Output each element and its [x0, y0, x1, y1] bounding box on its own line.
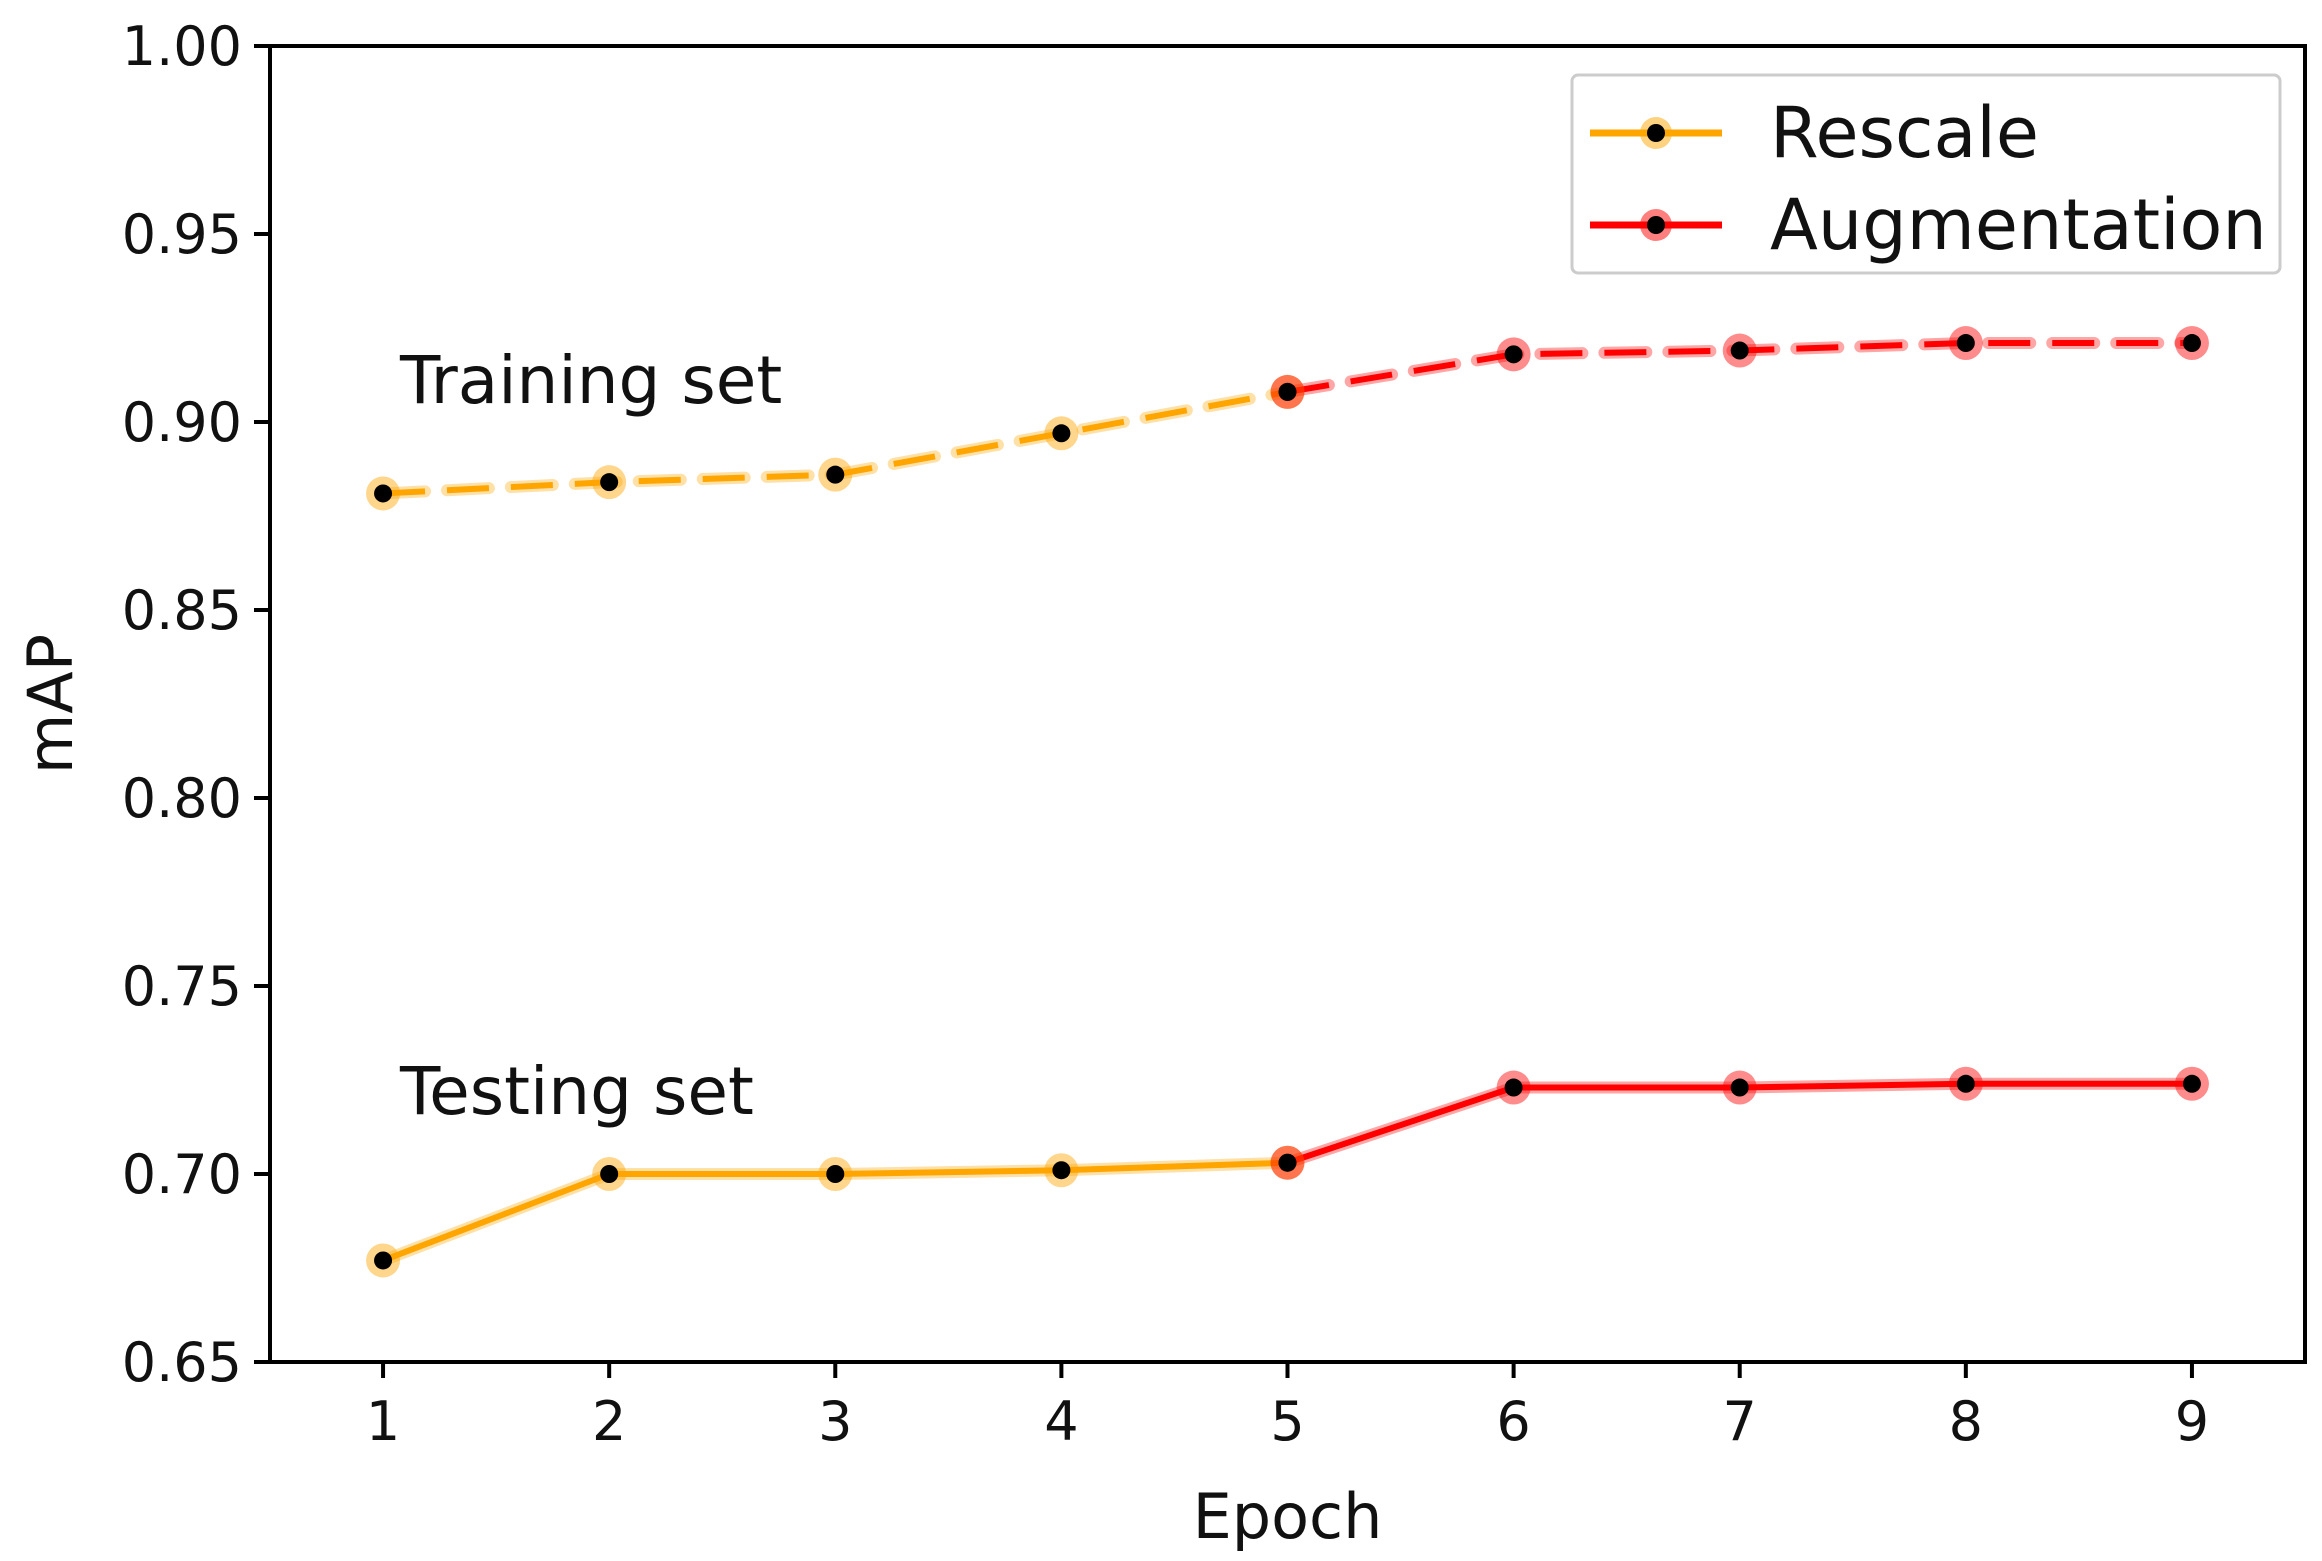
data-point [826, 1165, 845, 1183]
y-tick-label: 0.95 [122, 203, 242, 266]
x-tick-label: 6 [1496, 1390, 1530, 1453]
legend-marker [1647, 124, 1665, 142]
x-tick-label: 3 [818, 1390, 852, 1453]
data-point [1504, 1078, 1523, 1097]
x-axis-label: Epoch [1193, 1480, 1383, 1553]
data-point [1730, 341, 1749, 360]
axes: 0.65 0.70 0.75 0.80 0.85 0.90 0.95 1.00 1 2 3 4 5 6 7 8… [122, 15, 2307, 1453]
annotation-training-set: Training set [399, 342, 782, 419]
data-point [600, 473, 619, 492]
legend-label: Rescale [1770, 92, 2039, 174]
data-point [374, 484, 393, 503]
data-point [600, 1165, 619, 1183]
legend-label: Augmentation [1770, 184, 2267, 266]
data-point [1278, 382, 1297, 401]
y-tick-label: 0.65 [122, 1331, 242, 1394]
x-tick-label: 4 [1044, 1390, 1078, 1453]
y-tick-label: 0.80 [122, 767, 242, 830]
y-tick-label: 0.70 [122, 1143, 242, 1206]
y-tick-label: 0.75 [122, 955, 242, 1018]
data-point [1052, 1161, 1071, 1180]
data-point [1504, 345, 1523, 364]
legend: Rescale Augmentation [1570, 73, 2282, 275]
annotation-testing-set: Testing set [399, 1053, 754, 1130]
y-tick-label: 0.90 [122, 391, 242, 454]
data-point [1956, 1074, 1975, 1093]
data-point [2182, 1074, 2201, 1093]
y-axis-label: mAP [14, 634, 87, 774]
legend-marker [1647, 216, 1665, 234]
data-point [374, 1251, 393, 1270]
data-point [1278, 1153, 1297, 1172]
y-tick-label: 1.00 [122, 15, 242, 78]
legend-box [1570, 73, 2282, 275]
x-tick-label: 2 [592, 1390, 626, 1453]
data-point [1956, 334, 1975, 353]
x-tick-label: 5 [1270, 1390, 1304, 1453]
data-point [826, 465, 845, 484]
x-tick-label: 8 [1949, 1390, 1983, 1453]
series-layer [366, 326, 2209, 1278]
data-point [1730, 1078, 1749, 1097]
data-point [2182, 334, 2201, 353]
x-tick-label: 9 [2175, 1390, 2209, 1453]
x-tick-label: 1 [366, 1390, 400, 1453]
data-point [1052, 424, 1071, 443]
x-tick-label: 7 [1723, 1390, 1757, 1453]
y-tick-label: 0.85 [122, 579, 242, 642]
